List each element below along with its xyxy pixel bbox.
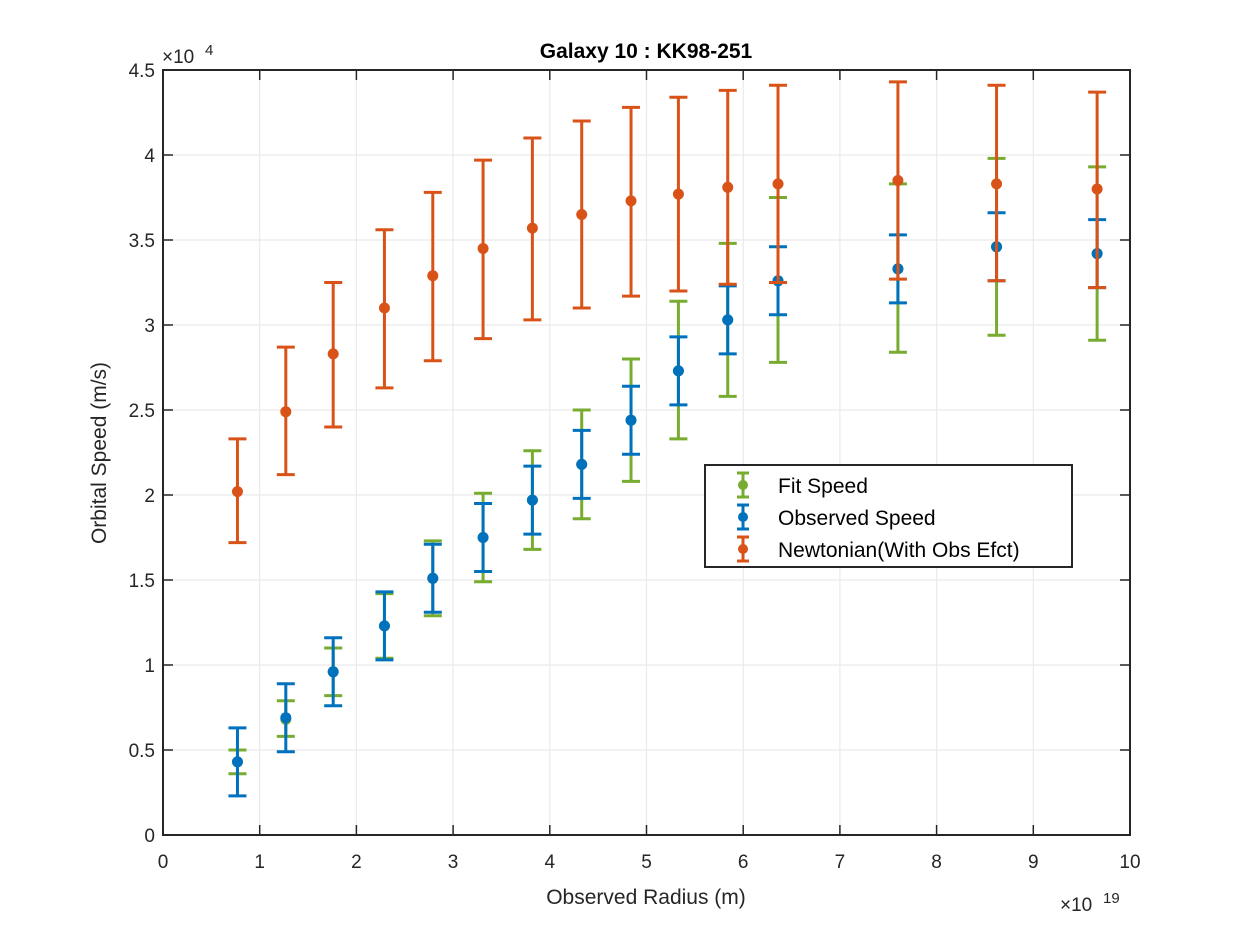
data-point bbox=[625, 414, 637, 426]
y-tick-label: 0 bbox=[144, 826, 155, 847]
legend-label: Newtonian(With Obs Efct) bbox=[778, 539, 1020, 562]
y-multiplier-exponent: 4 bbox=[205, 42, 213, 59]
data-point bbox=[672, 188, 684, 200]
legend-item: Fit Speed bbox=[737, 471, 868, 499]
legend-box bbox=[704, 464, 1073, 568]
data-point bbox=[526, 222, 538, 234]
legend-item: Observed Speed bbox=[737, 503, 936, 531]
data-point bbox=[280, 406, 292, 418]
grid-lines bbox=[163, 70, 1130, 835]
y-tick-label: 3.5 bbox=[129, 231, 155, 252]
y-tick-label: 2 bbox=[144, 486, 155, 507]
data-point bbox=[378, 620, 390, 632]
data-point bbox=[576, 209, 588, 220]
x-tick-label: 3 bbox=[448, 852, 459, 873]
data-point bbox=[327, 666, 339, 678]
data-point bbox=[576, 458, 588, 470]
series-3 bbox=[228, 80, 1107, 545]
y-tick-label: 0.5 bbox=[129, 741, 155, 762]
y-tick-label: 4.5 bbox=[129, 61, 155, 82]
data-point bbox=[1091, 183, 1103, 195]
data-point bbox=[427, 572, 439, 584]
y-axis-multiplier: ×10 4 bbox=[162, 42, 213, 68]
y-axis-label: Orbital Speed (m/s) bbox=[88, 362, 111, 544]
data-point bbox=[672, 365, 684, 377]
data-point bbox=[231, 756, 243, 768]
x-tick-label: 5 bbox=[641, 852, 652, 873]
x-axis-label: Observed Radius (m) bbox=[546, 886, 746, 909]
data-point bbox=[991, 178, 1003, 190]
x-axis-multiplier: ×10 19 bbox=[1060, 890, 1120, 916]
x-tick-label: 0 bbox=[158, 852, 169, 873]
y-tick-label: 4 bbox=[144, 146, 155, 167]
x-tick-label: 1 bbox=[254, 852, 265, 873]
data-point bbox=[327, 348, 339, 360]
y-tick-label: 1.5 bbox=[129, 571, 155, 592]
legend-label: Fit Speed bbox=[778, 475, 868, 498]
axis-ticks: 0 1 2 3 4 5 6 7 8 9 10 0 0.5 1 1.5 2 2.5 3 3.5 4 4.5 bbox=[129, 61, 1141, 873]
legend-label: Observed Speed bbox=[778, 507, 936, 530]
y-multiplier-base: ×10 bbox=[162, 47, 194, 68]
data-point bbox=[477, 532, 489, 543]
data-point bbox=[378, 302, 390, 314]
data-point bbox=[477, 243, 489, 254]
legend-marker-dot bbox=[738, 544, 748, 554]
data-point bbox=[231, 486, 243, 498]
y-tick-label: 1 bbox=[144, 656, 155, 677]
legend-item: Newtonian(With Obs Efct) bbox=[737, 535, 1020, 563]
chart-title: Galaxy 10 : KK98-251 bbox=[540, 40, 753, 63]
x-tick-label: 2 bbox=[351, 852, 362, 873]
x-tick-label: 8 bbox=[931, 852, 942, 873]
x-tick-label: 7 bbox=[835, 852, 846, 873]
x-tick-label: 10 bbox=[1119, 852, 1140, 873]
data-point bbox=[722, 181, 734, 193]
data-point bbox=[772, 178, 784, 190]
data-point bbox=[892, 175, 904, 186]
y-tick-label: 2.5 bbox=[129, 401, 155, 422]
legend-marker-dot bbox=[738, 512, 748, 522]
data-point bbox=[280, 712, 292, 724]
y-tick-label: 3 bbox=[144, 316, 155, 337]
x-tick-label: 9 bbox=[1028, 852, 1039, 873]
legend: Fit Speed Observed Speed Newtonian(With Ob… bbox=[704, 464, 1073, 568]
data-point bbox=[722, 314, 734, 326]
data-point bbox=[427, 270, 439, 282]
x-tick-label: 6 bbox=[738, 852, 749, 873]
data-point bbox=[625, 195, 637, 207]
series-layer bbox=[228, 80, 1107, 798]
legend-marker-dot bbox=[738, 480, 748, 490]
data-point bbox=[526, 494, 538, 506]
x-tick-label: 4 bbox=[545, 852, 556, 873]
x-multiplier-exponent: 19 bbox=[1103, 890, 1120, 907]
x-multiplier-base: ×10 bbox=[1060, 895, 1092, 916]
